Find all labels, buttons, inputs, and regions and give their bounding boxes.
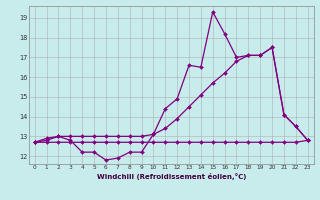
X-axis label: Windchill (Refroidissement éolien,°C): Windchill (Refroidissement éolien,°C) <box>97 173 246 180</box>
